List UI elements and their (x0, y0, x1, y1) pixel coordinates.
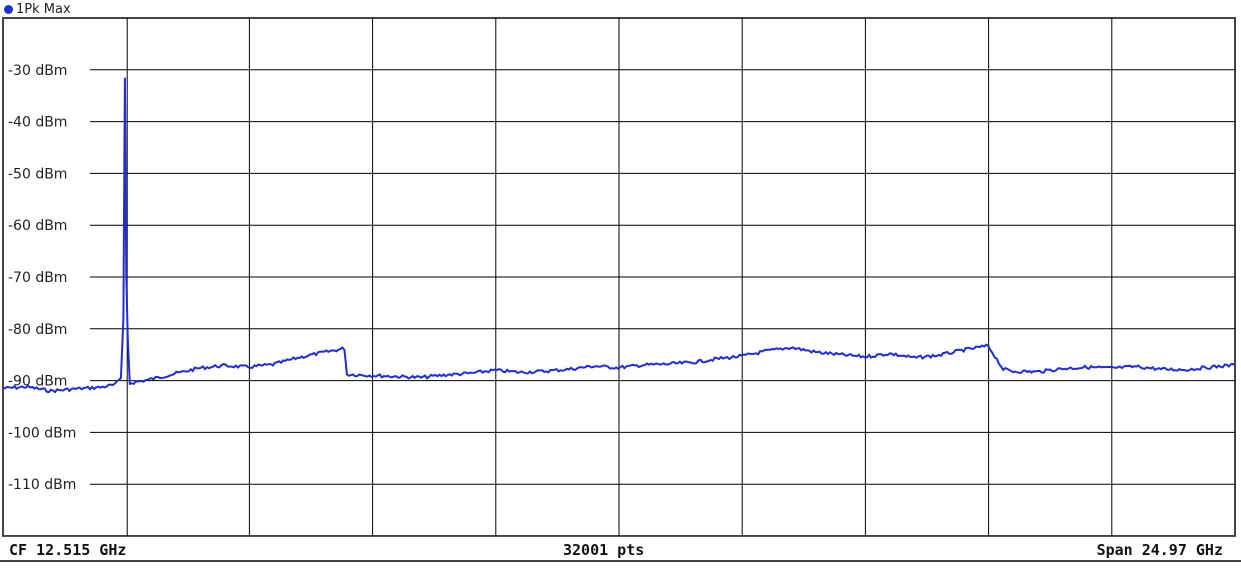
y-tick-label: -110 dBm (8, 477, 76, 493)
points-label: 32001 pts (563, 541, 645, 559)
status-footer: CF 12.515 GHz 32001 pts Span 24.97 GHz (3, 536, 1235, 561)
y-tick-label: -30 dBm (8, 63, 67, 79)
grid-lines (90, 18, 1235, 536)
center-frequency-label: CF 12.515 GHz (9, 541, 127, 559)
trace-color-dot-icon (4, 4, 13, 14)
display-bottom-border (0, 560, 1241, 573)
trace-legend-label: 1Pk Max (16, 1, 71, 17)
trace-1pk-max (2, 77, 1236, 394)
y-tick-label: -60 dBm (8, 218, 67, 234)
y-tick-label: -100 dBm (8, 425, 76, 441)
trace-legend: 1Pk Max (4, 0, 71, 18)
y-tick-label: -70 dBm (8, 270, 67, 286)
span-label: Span 24.97 GHz (1096, 541, 1223, 559)
y-tick-label: -50 dBm (8, 166, 67, 182)
y-tick-label: -80 dBm (8, 322, 67, 338)
y-tick-label: -40 dBm (8, 115, 67, 131)
y-axis-labels: -30 dBm -40 dBm -50 dBm -60 dBm -70 dBm -80 d… (8, 63, 76, 493)
